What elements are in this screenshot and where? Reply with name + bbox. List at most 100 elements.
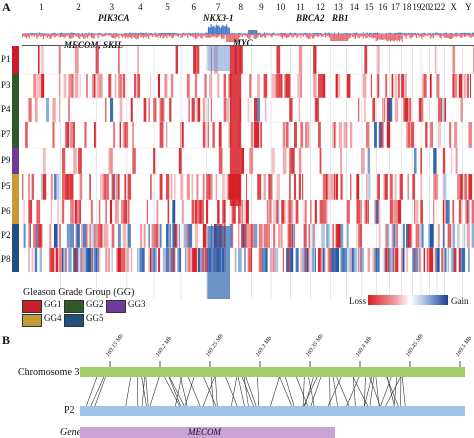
summary-loss-bar bbox=[422, 34, 424, 38]
copy-number-segment bbox=[433, 148, 437, 174]
copy-number-segment bbox=[98, 200, 101, 224]
copy-number-segment bbox=[78, 200, 81, 224]
copy-number-segment bbox=[110, 200, 113, 224]
summary-loss-bar bbox=[272, 34, 275, 36]
chromosome-label: 10 bbox=[276, 2, 286, 12]
summary-loss-bar bbox=[158, 34, 160, 36]
copy-number-segment bbox=[359, 224, 362, 248]
summary-loss-bar bbox=[405, 34, 407, 39]
summary-loss-bar bbox=[162, 34, 164, 39]
copy-number-segment bbox=[294, 122, 297, 148]
copy-number-segment bbox=[193, 200, 195, 224]
summary-gain-bar bbox=[223, 26, 225, 34]
copy-number-segment bbox=[113, 122, 116, 148]
copy-number-segment bbox=[78, 148, 82, 174]
summary-loss-bar bbox=[240, 34, 242, 36]
gg2-swatch bbox=[64, 300, 84, 313]
summary-gain-bar bbox=[445, 32, 447, 34]
summary-gain-bar bbox=[224, 26, 226, 34]
copy-number-segment bbox=[225, 98, 229, 122]
summary-gain-bar bbox=[306, 32, 308, 34]
summary-loss-bar bbox=[46, 34, 48, 39]
summary-loss-bar bbox=[378, 34, 380, 40]
copy-number-segment bbox=[62, 148, 66, 174]
summary-loss-bar bbox=[308, 34, 310, 39]
summary-gain-bar bbox=[233, 33, 236, 34]
copy-number-segment bbox=[452, 74, 455, 98]
chromosome-label: 1 bbox=[38, 2, 44, 12]
summary-loss-bar bbox=[291, 34, 293, 37]
copy-number-segment bbox=[282, 122, 286, 148]
summary-gain-bar bbox=[141, 33, 143, 34]
copy-number-segment bbox=[313, 224, 316, 248]
summary-loss-bar bbox=[361, 34, 363, 37]
copy-number-segment bbox=[361, 248, 365, 272]
copy-number-segment bbox=[460, 248, 463, 272]
copy-number-segment bbox=[346, 224, 349, 248]
summary-gain-bar bbox=[51, 33, 54, 34]
copy-number-segment bbox=[295, 200, 299, 224]
copy-number-segment bbox=[358, 248, 360, 272]
copy-number-segment bbox=[393, 248, 395, 272]
copy-number-segment bbox=[374, 248, 377, 272]
summary-gain-bar bbox=[467, 32, 470, 34]
chromosome-label: Y bbox=[465, 2, 472, 12]
summary-loss-bar bbox=[77, 34, 80, 38]
summary-loss-bar bbox=[279, 34, 281, 37]
copy-number-segment bbox=[194, 200, 198, 224]
copy-number-segment bbox=[322, 174, 327, 200]
summary-loss-bar bbox=[452, 34, 454, 39]
summary-loss-bar bbox=[332, 34, 334, 41]
copy-number-segment bbox=[385, 248, 388, 272]
summary-loss-bar bbox=[347, 34, 349, 41]
summary-gain-bar bbox=[388, 32, 390, 34]
summary-loss-bar bbox=[317, 34, 319, 38]
summary-gain-bar bbox=[237, 33, 239, 34]
copy-number-segment bbox=[62, 248, 64, 272]
p2-track bbox=[80, 406, 465, 416]
summary-loss-bar bbox=[49, 34, 51, 39]
copy-number-segment bbox=[199, 200, 202, 224]
copy-number-segment bbox=[169, 224, 172, 248]
copy-number-segment bbox=[94, 74, 96, 98]
summary-gain-bar bbox=[97, 33, 99, 34]
copy-number-segment bbox=[290, 98, 294, 122]
summary-gain-bar bbox=[132, 32, 134, 34]
copy-number-segment bbox=[66, 224, 70, 248]
summary-loss-bar bbox=[289, 34, 291, 36]
summary-loss-bar bbox=[435, 34, 437, 36]
copy-number-segment bbox=[430, 74, 432, 98]
summary-gain-bar bbox=[136, 33, 138, 34]
breakpoint-link bbox=[310, 376, 322, 407]
copy-number-segment bbox=[386, 224, 389, 248]
summary-loss-bar bbox=[456, 34, 458, 38]
copy-number-segment bbox=[385, 224, 388, 248]
copy-number-segment bbox=[130, 248, 133, 272]
copy-number-segment bbox=[74, 248, 78, 272]
summary-loss-bar bbox=[360, 34, 362, 37]
summary-loss-bar bbox=[124, 34, 126, 39]
copy-number-segment bbox=[169, 248, 171, 272]
summary-loss-bar bbox=[380, 34, 382, 40]
copy-number-segment bbox=[450, 248, 455, 272]
summary-loss-bar bbox=[202, 34, 204, 37]
summary-loss-bar bbox=[97, 34, 99, 39]
copy-number-segment bbox=[161, 174, 163, 200]
summary-loss-bar bbox=[465, 34, 467, 37]
summary-loss-bar bbox=[271, 34, 273, 38]
summary-loss-bar bbox=[462, 34, 464, 36]
copy-number-segment bbox=[76, 224, 80, 248]
summary-loss-bar bbox=[210, 34, 212, 38]
copy-number-segment bbox=[201, 200, 205, 224]
chromosome-label: 19 bbox=[412, 2, 422, 12]
summary-gain-bar bbox=[428, 33, 431, 34]
copy-number-segment bbox=[463, 174, 467, 200]
copy-number-segment bbox=[289, 174, 291, 200]
summary-loss-bar bbox=[345, 34, 347, 41]
copy-number-segment bbox=[332, 248, 336, 272]
copy-number-segment bbox=[367, 148, 371, 174]
summary-loss-bar bbox=[132, 34, 134, 37]
summary-loss-bar bbox=[354, 34, 356, 39]
copy-number-segment bbox=[402, 224, 405, 248]
copy-number-segment bbox=[74, 46, 79, 74]
